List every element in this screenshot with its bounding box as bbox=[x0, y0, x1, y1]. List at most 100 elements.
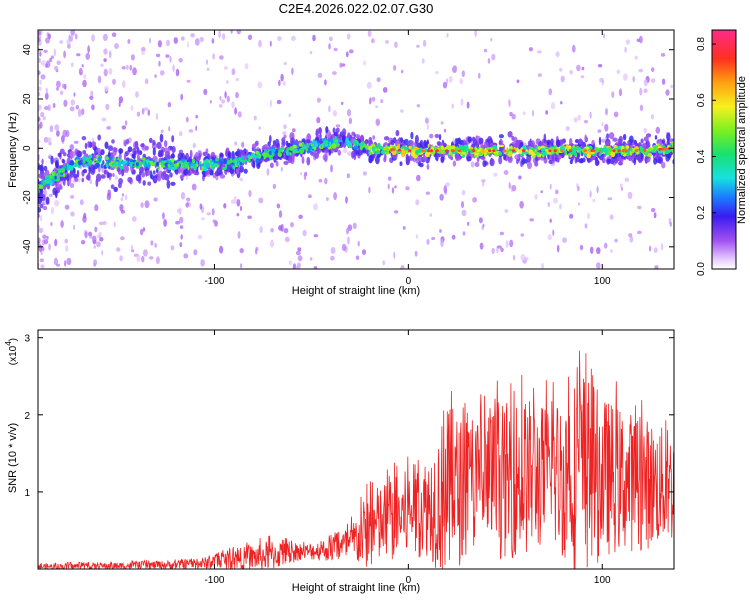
spectral-speckle bbox=[38, 31, 41, 35]
spectral-halo bbox=[142, 180, 146, 186]
spectral-core bbox=[311, 145, 314, 150]
spectral-speckle bbox=[65, 245, 69, 252]
spectral-core bbox=[138, 161, 143, 167]
spectral-speckle bbox=[355, 255, 360, 260]
spectral-speckle bbox=[609, 214, 614, 220]
spectral-halo bbox=[206, 169, 211, 175]
spectral-halo bbox=[127, 176, 133, 183]
spectral-halo bbox=[467, 136, 473, 143]
spectral-speckle bbox=[577, 114, 581, 121]
spectral-speckle bbox=[416, 104, 421, 108]
spectral-core bbox=[384, 148, 389, 151]
spectral-speckle bbox=[191, 183, 197, 191]
spectral-speckle bbox=[70, 211, 75, 217]
spectral-core bbox=[401, 149, 407, 156]
spectral-speckle bbox=[362, 171, 367, 176]
spectral-core bbox=[51, 173, 55, 176]
spectral-speckle bbox=[241, 141, 245, 148]
spectral-speckle bbox=[153, 197, 158, 202]
spectral-core bbox=[292, 144, 297, 149]
spectral-halo bbox=[569, 159, 573, 165]
spectral-speckle bbox=[481, 179, 486, 183]
spectral-halo bbox=[136, 147, 140, 153]
spectral-peak bbox=[390, 148, 394, 152]
spectral-halo bbox=[426, 163, 430, 170]
spectral-speckle bbox=[363, 60, 367, 66]
spectral-speckle bbox=[536, 50, 542, 54]
spectral-halo bbox=[507, 131, 513, 138]
spectral-core bbox=[88, 159, 93, 165]
snr-frame bbox=[37, 329, 675, 570]
spectral-halo bbox=[134, 140, 139, 150]
spectrogram-y-tick-label: 20 bbox=[22, 93, 33, 105]
spectral-speckle bbox=[91, 104, 95, 111]
spectral-speckle bbox=[74, 33, 78, 40]
spectral-speckle bbox=[313, 234, 319, 238]
spectral-speckle bbox=[179, 207, 182, 215]
spectral-speckle bbox=[333, 192, 337, 201]
spectral-speckle bbox=[159, 70, 165, 76]
spectral-core bbox=[323, 140, 329, 145]
spectral-halo bbox=[39, 203, 44, 209]
spectral-halo bbox=[429, 133, 434, 139]
spectral-speckle bbox=[165, 54, 170, 58]
spectral-speckle bbox=[328, 105, 331, 113]
spectral-speckle bbox=[56, 87, 59, 91]
spectral-speckle bbox=[653, 212, 657, 219]
spectral-speckle bbox=[324, 177, 328, 185]
spectral-speckle bbox=[313, 203, 318, 211]
spectral-core bbox=[498, 144, 505, 148]
spectral-speckle bbox=[467, 221, 470, 226]
spectral-core bbox=[81, 156, 87, 161]
spectral-halo bbox=[318, 127, 322, 135]
spectral-speckle bbox=[462, 231, 466, 236]
spectral-speckle bbox=[470, 161, 475, 168]
spectral-speckle bbox=[651, 67, 655, 72]
spectral-speckle bbox=[400, 109, 404, 113]
spectral-speckle bbox=[584, 120, 588, 124]
spectral-core bbox=[451, 152, 453, 158]
spectral-speckle bbox=[157, 40, 162, 48]
spectral-speckle bbox=[528, 47, 533, 52]
spectral-speckle bbox=[168, 126, 171, 132]
spectral-halo bbox=[154, 177, 158, 182]
spectrogram-panel: -100 0 100 -40 -20 0 20 40 Height of straight l… bbox=[7, 29, 675, 297]
spectral-halo bbox=[263, 144, 269, 151]
spectral-speckle bbox=[253, 115, 257, 121]
spectral-speckle bbox=[394, 185, 397, 189]
spectral-speckle bbox=[76, 53, 81, 57]
spectral-speckle bbox=[180, 234, 183, 240]
spectral-speckle bbox=[70, 194, 75, 199]
spectral-speckle bbox=[195, 115, 198, 119]
spectral-speckle bbox=[116, 247, 121, 252]
spectral-speckle bbox=[142, 227, 146, 232]
spectral-speckle bbox=[175, 220, 181, 225]
spectral-halo bbox=[609, 157, 615, 165]
spectral-halo bbox=[534, 160, 539, 167]
spectral-speckle bbox=[87, 45, 90, 54]
spectral-speckle bbox=[257, 81, 263, 89]
spectral-speckle bbox=[48, 193, 54, 197]
spectral-speckle bbox=[577, 185, 580, 192]
spectral-core bbox=[529, 149, 534, 155]
spectral-core bbox=[522, 151, 525, 156]
spectral-speckle bbox=[439, 229, 442, 233]
spectral-core bbox=[210, 163, 215, 167]
spectral-halo bbox=[57, 184, 62, 190]
spectral-core bbox=[255, 158, 260, 164]
spectral-speckle bbox=[221, 99, 226, 104]
spectral-core bbox=[147, 162, 151, 169]
spectral-speckle bbox=[155, 256, 160, 265]
spectral-speckle bbox=[280, 167, 283, 172]
spectral-speckle bbox=[107, 189, 111, 197]
spectral-core bbox=[260, 155, 264, 160]
spectral-halo bbox=[489, 158, 495, 167]
spectral-halo bbox=[124, 140, 127, 147]
spectral-speckle bbox=[650, 114, 655, 120]
spectral-halo bbox=[243, 168, 248, 174]
spectral-halo bbox=[202, 151, 208, 157]
spectral-halo bbox=[582, 157, 586, 163]
spectral-halo bbox=[461, 140, 465, 146]
spectral-halo bbox=[76, 170, 80, 178]
